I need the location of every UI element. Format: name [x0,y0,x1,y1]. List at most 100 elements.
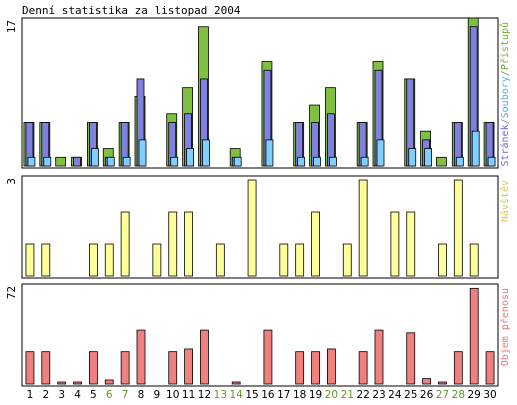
bar-middle [279,243,289,277]
x-tick-label: 2 [42,389,49,401]
bar-soubory [186,148,195,167]
bar-bottom [120,351,130,385]
bar-bottom [168,351,178,385]
bar-soubory [43,156,52,167]
bar-middle [342,243,352,277]
bar-bottom [469,287,479,385]
bar-middle [453,179,463,277]
bar-middle [469,243,479,277]
bar-soubory [376,139,385,167]
bar-bottom [438,381,447,385]
bar-middle [89,243,98,277]
x-tick-label: 28 [452,389,465,401]
bar-soubory [138,139,147,167]
bar-middle [25,243,35,277]
bar-soubory [91,148,99,167]
x-tick-label: 25 [404,389,417,401]
bar-middle [390,211,400,277]
x-tick-label: 27 [436,389,449,401]
panel-frame [21,283,499,387]
bar-middle [406,211,416,277]
x-tick-label: 4 [74,389,81,401]
x-tick-label: 19 [309,389,322,401]
x-tick-label: 6 [106,389,113,401]
bar-bottom [311,351,320,385]
bar-bottom [295,351,305,385]
panel-middle-legend: Návštěv [499,180,511,222]
bar-middle [168,211,178,277]
bar-bottom [89,351,98,385]
x-tick-label: 14 [230,389,244,401]
bar-soubory [455,156,464,167]
legend-item: Objem přenosu [499,288,511,366]
x-tick-label: 16 [261,389,275,401]
legend-item: Soubory [500,76,511,118]
bar-pristupu [436,156,447,167]
panel-frame [21,17,499,169]
bar-middle [358,179,368,277]
bar-stranek [73,156,81,167]
bar-bottom [263,329,273,385]
bar-bottom [406,332,416,385]
bar-middle [311,211,320,277]
panel-top-ymax-label: 17 [5,20,18,33]
bar-bottom [374,329,384,385]
x-tick-label: 12 [198,389,211,401]
bar-bottom [453,351,463,385]
bar-soubory [106,156,115,167]
chart-title: Denní statistika za listopad 2004 [22,4,241,17]
x-axis-tick-labels: 1 2 3 4 5 6 7 8 9 10 11 12 13 14 15 16 17 18 19 20 21 22 23 24 2… [27,389,497,401]
bar-bottom [184,348,194,385]
bar-middle [104,243,114,277]
bar-soubory [471,130,480,167]
x-tick-label: 30 [483,389,496,401]
x-tick-label: 10 [166,389,179,401]
bar-soubory [328,156,337,167]
bar-middle [295,243,305,277]
bar-soubory [313,156,321,167]
bar-middle [215,243,225,277]
x-tick-label: 23 [372,389,385,401]
x-tick-label: 7 [122,389,129,401]
bar-middle [184,211,194,277]
legend-item: / [500,70,511,76]
bar-soubory [297,156,306,167]
bar-soubory [424,148,433,167]
bar-bottom [73,381,82,385]
bar-soubory [233,156,242,167]
panel-bottom-legend: Objem přenosu [499,288,511,366]
x-tick-label: 9 [154,389,161,401]
legend-item: Stránek [499,124,511,166]
x-tick-label: 15 [245,389,258,401]
x-tick-label: 5 [90,389,97,401]
bar-soubory [487,156,496,167]
bar-pristupu [55,156,67,167]
bar-bottom [136,329,146,385]
x-tick-label: 11 [182,389,195,401]
x-tick-label: 26 [420,389,434,401]
bar-bottom [41,351,51,385]
bar-middle [247,179,257,277]
x-tick-label: 20 [325,389,338,401]
bar-middle [438,243,447,277]
panel-middle: 3 Návštěv [5,175,511,279]
bar-soubory [202,139,210,167]
bar-bottom [104,379,114,385]
x-tick-label: 21 [341,389,354,401]
legend-item: Návštěv [499,180,511,222]
bar-middle [41,243,51,277]
x-tick-label: 1 [27,389,34,401]
bar-bottom [326,348,336,385]
bar-bottom [231,381,241,385]
x-tick-label: 3 [58,389,65,401]
bar-bottom [57,381,67,385]
bar-bottom [200,329,209,385]
x-tick-label: 13 [214,389,227,401]
bar-soubory [27,156,36,167]
x-tick-label: 17 [277,389,290,401]
panel-bottom-ymax-label: 72 [5,286,18,299]
bar-middle [120,211,130,277]
panel-top-legend: Stránek/Soubory/Přístupů [499,22,511,167]
